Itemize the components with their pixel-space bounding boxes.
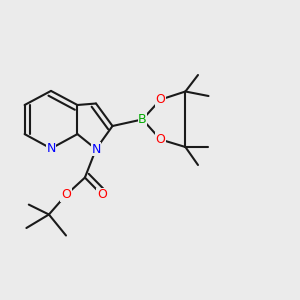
Text: B: B	[138, 113, 147, 126]
Text: O: O	[156, 133, 165, 146]
Text: O: O	[61, 188, 71, 202]
Text: N: N	[91, 142, 101, 156]
Text: O: O	[97, 188, 107, 202]
Text: N: N	[46, 142, 56, 155]
Text: O: O	[156, 93, 165, 106]
